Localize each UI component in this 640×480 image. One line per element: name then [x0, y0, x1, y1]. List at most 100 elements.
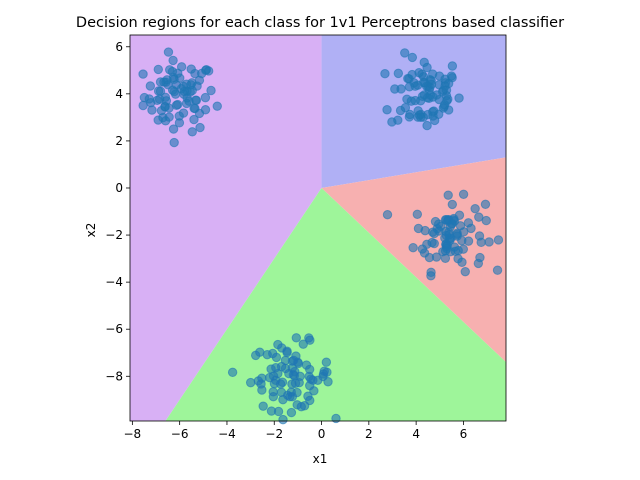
data-point-cluster-1: [187, 85, 197, 96]
data-point-cluster-1: [147, 105, 157, 115]
data-point-cluster-1: [212, 101, 222, 111]
data-point-cluster-3: [457, 257, 467, 267]
data-point-cluster-3: [449, 242, 460, 252]
data-point-cluster-3: [426, 271, 436, 281]
data-point-cluster-2: [380, 68, 390, 79]
data-point-cluster-4: [250, 350, 261, 361]
data-point-cluster-4: [278, 414, 288, 425]
data-point-cluster-1: [178, 108, 189, 118]
data-point-cluster-4: [321, 357, 332, 367]
data-point-cluster-2: [418, 112, 429, 122]
y-tick-label: 0: [115, 181, 123, 195]
data-point-cluster-4: [227, 367, 238, 378]
data-point-cluster-2: [422, 120, 432, 131]
y-tick-label: 6: [115, 40, 123, 54]
x-tick-label: −8: [124, 427, 142, 441]
scatter-points: [138, 47, 504, 425]
data-point-cluster-1: [190, 68, 200, 79]
data-point-cluster-4: [282, 390, 293, 400]
data-point-cluster-1: [164, 65, 175, 75]
data-point-cluster-1: [158, 112, 168, 123]
data-point-cluster-4: [323, 377, 333, 387]
data-point-cluster-3: [481, 215, 491, 226]
data-point-cluster-1: [173, 99, 183, 110]
data-point-cluster-4: [305, 380, 315, 391]
data-point-cluster-4: [288, 370, 299, 380]
x-tick-label: −6: [171, 427, 189, 441]
data-point-cluster-2: [382, 105, 392, 115]
data-point-cluster-2: [407, 52, 418, 63]
data-point-cluster-1: [154, 94, 165, 104]
data-point-cluster-4: [291, 333, 302, 343]
chart-title: Decision regions for each class for 1v1 …: [76, 15, 564, 31]
data-point-cluster-2: [424, 85, 434, 95]
x-axis-label: x1: [313, 452, 328, 466]
data-point-cluster-3: [441, 226, 451, 237]
decision-region-1: [130, 35, 322, 421]
data-point-cluster-1: [144, 94, 154, 104]
data-point-cluster-1: [201, 65, 212, 75]
x-tick-label: −4: [218, 427, 236, 441]
data-point-cluster-4: [268, 391, 279, 402]
data-point-cluster-2: [434, 71, 445, 81]
data-point-cluster-1: [153, 86, 164, 96]
data-point-cluster-3: [470, 203, 480, 214]
data-point-cluster-4: [304, 371, 314, 382]
data-point-cluster-3: [474, 212, 484, 222]
y-tick-label: −8: [105, 369, 123, 383]
data-point-cluster-1: [200, 92, 211, 103]
data-point-cluster-4: [282, 347, 292, 358]
data-point-cluster-4: [266, 406, 277, 416]
data-point-cluster-2: [422, 62, 432, 73]
data-point-cluster-1: [187, 78, 197, 88]
data-point-cluster-1: [173, 68, 183, 78]
data-point-cluster-1: [153, 64, 163, 75]
data-point-cluster-4: [298, 339, 308, 349]
data-point-cluster-3: [440, 215, 451, 225]
decision-region-4: [165, 187, 507, 421]
data-point-cluster-4: [245, 377, 256, 388]
data-point-cluster-4: [331, 413, 341, 424]
data-point-cluster-3: [484, 237, 494, 247]
y-tick-label: −4: [105, 275, 123, 289]
data-point-cluster-4: [322, 367, 332, 377]
data-point-cluster-2: [426, 75, 436, 86]
data-point-cluster-4: [305, 395, 315, 406]
data-point-cluster-2: [417, 69, 427, 79]
data-point-cluster-4: [253, 376, 264, 386]
data-point-cluster-1: [174, 118, 185, 128]
data-point-cluster-2: [396, 84, 406, 94]
data-point-cluster-2: [407, 69, 417, 80]
data-point-cluster-4: [269, 378, 280, 389]
data-point-cluster-3: [440, 246, 451, 256]
data-point-cluster-1: [163, 47, 174, 57]
data-point-cluster-1: [168, 55, 178, 66]
data-point-cluster-1: [194, 108, 205, 119]
data-point-cluster-4: [296, 402, 306, 412]
data-point-cluster-2: [402, 94, 412, 104]
data-point-cluster-4: [291, 351, 301, 361]
data-point-cluster-3: [429, 228, 439, 239]
data-point-cluster-3: [382, 209, 393, 220]
data-point-cluster-2: [454, 93, 464, 103]
data-point-cluster-2: [393, 115, 403, 125]
data-point-cluster-1: [161, 77, 171, 87]
data-point-cluster-4: [273, 339, 283, 350]
y-tick-label: −2: [105, 228, 123, 242]
data-point-cluster-1: [191, 95, 202, 105]
y-tick-label: −6: [105, 322, 123, 336]
data-point-cluster-3: [463, 218, 474, 228]
data-point-cluster-4: [271, 362, 281, 373]
y-tick-label: 2: [115, 134, 123, 148]
data-point-cluster-3: [476, 237, 486, 248]
data-point-cluster-2: [400, 48, 410, 58]
data-point-cluster-3: [420, 225, 430, 236]
data-point-cluster-1: [178, 81, 189, 92]
y-axis-label: x2: [84, 223, 98, 238]
data-point-cluster-1: [206, 85, 216, 96]
y-axis-ticks: −8 −6 −4 −2 0 2 4 6: [105, 40, 130, 383]
data-point-cluster-2: [404, 82, 415, 92]
data-point-cluster-3: [452, 228, 462, 238]
data-point-cluster-3: [412, 209, 423, 219]
